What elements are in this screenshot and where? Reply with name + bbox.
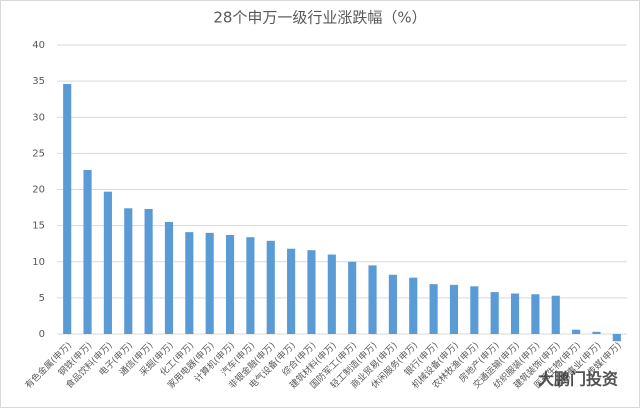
bar [592, 331, 601, 334]
bar [103, 191, 112, 334]
bar [409, 277, 418, 334]
chart-title: 28个申万一级行业涨跌幅（%） [213, 9, 426, 27]
bar [83, 169, 92, 334]
bar [510, 293, 520, 334]
y-tick-label: 20 [32, 185, 45, 196]
bar [63, 84, 72, 334]
bar [124, 208, 133, 334]
y-tick-label: 35 [32, 76, 45, 87]
bar [144, 209, 153, 334]
bar [287, 248, 296, 334]
bar [185, 232, 194, 334]
bar [368, 265, 377, 334]
y-tick-label: 25 [32, 148, 45, 159]
y-tick-label: 40 [32, 40, 45, 51]
bar [490, 292, 499, 334]
bar [388, 274, 397, 334]
bar [429, 284, 438, 334]
bar [307, 250, 316, 334]
y-tick-label: 10 [32, 257, 45, 268]
bar [449, 284, 459, 334]
bar [225, 235, 235, 334]
watermark: 大鹏门投资 [538, 370, 618, 389]
bar [266, 240, 275, 334]
bar [164, 222, 174, 334]
bar [470, 286, 479, 334]
bar [531, 294, 540, 334]
y-tick-label: 0 [39, 329, 45, 340]
bar [327, 254, 336, 334]
bar [551, 295, 560, 334]
y-tick-label: 30 [32, 112, 45, 123]
bar [612, 334, 621, 342]
y-tick-label: 15 [32, 221, 45, 232]
y-tick-label: 5 [39, 293, 45, 304]
bar [205, 232, 214, 334]
bar [348, 261, 357, 334]
bar [572, 329, 581, 334]
bar [246, 237, 255, 334]
